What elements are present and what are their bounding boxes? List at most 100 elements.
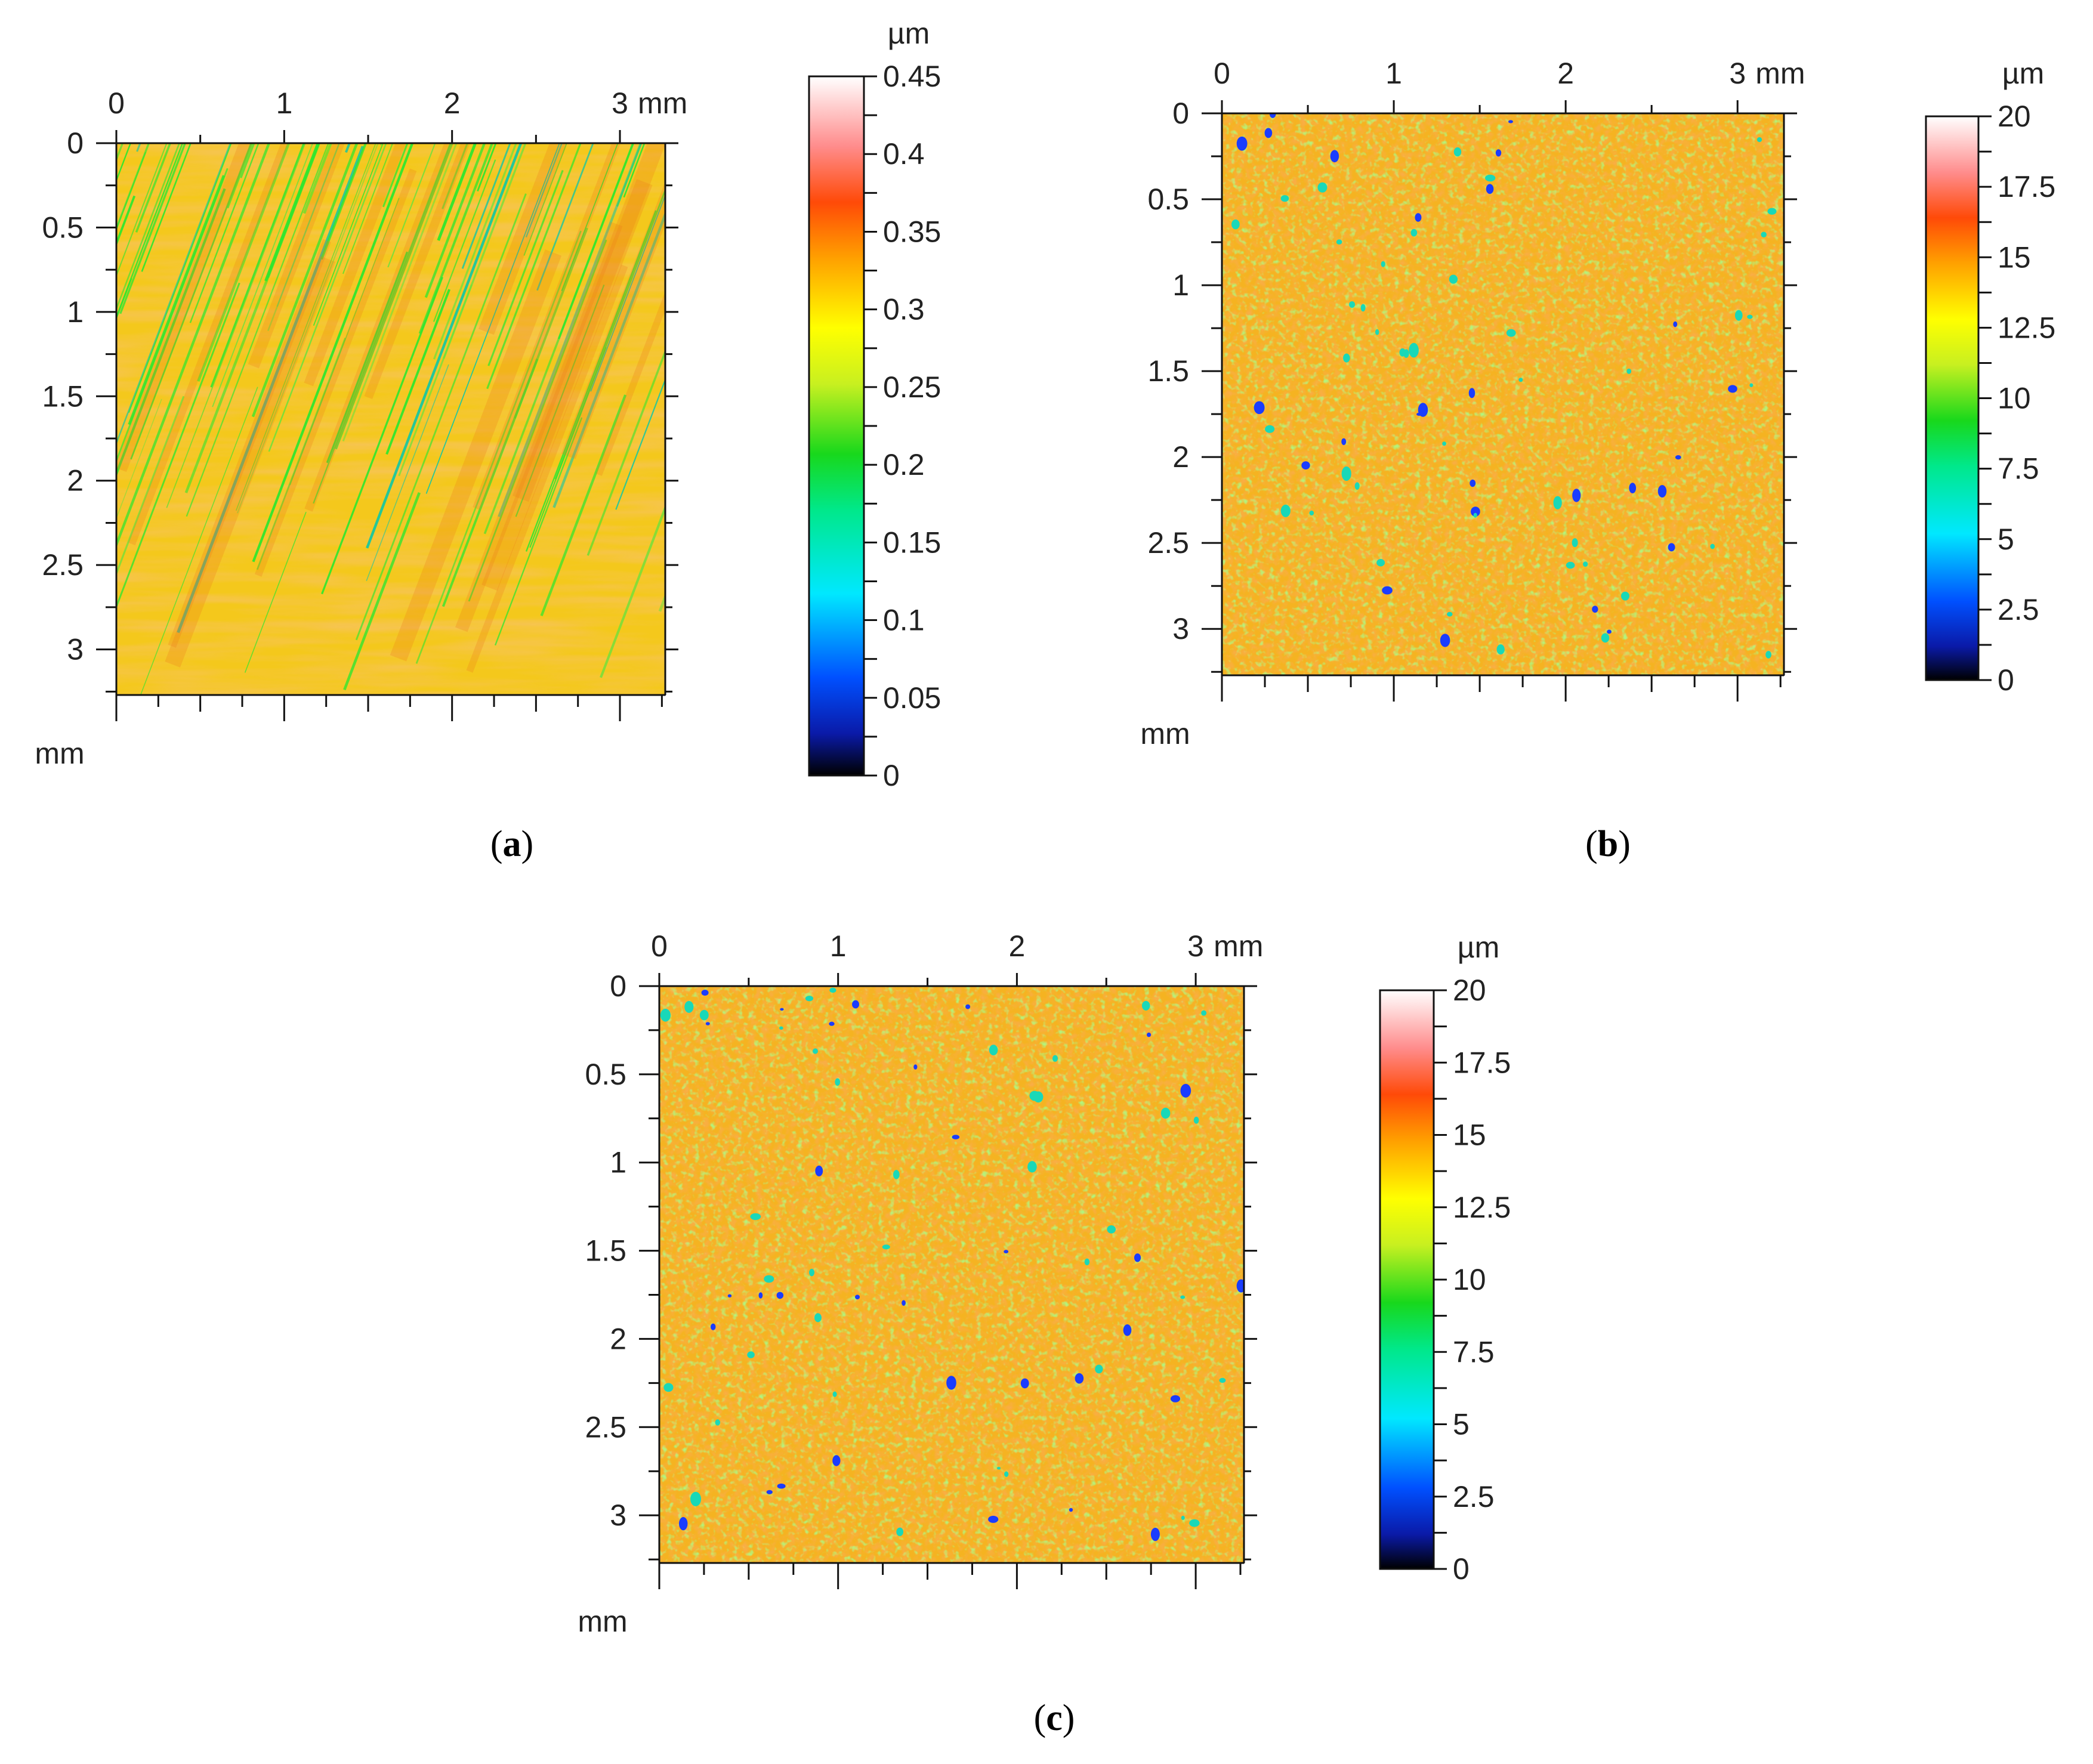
y-tick-label: 3 (1172, 612, 1189, 645)
pit (1657, 484, 1667, 498)
pit (699, 1009, 709, 1021)
pit (805, 996, 814, 1002)
pit (1728, 385, 1737, 393)
scratch-line (116, 143, 271, 549)
colorbar-tick-label: 0 (1998, 663, 2014, 697)
colorbar-tick-label: 17.5 (1998, 170, 2055, 203)
x-axis-unit: mm (1214, 929, 1263, 963)
colorbar-c: µm 20 17.5 15 12.5 10 7.5 5 2.5 0 (1379, 931, 1511, 1586)
colorbar-tick-label: 2.5 (1998, 593, 2039, 626)
colorbar-tick-label: 17.5 (1453, 1046, 1511, 1079)
scratch-line (313, 143, 384, 326)
orange-streak (165, 256, 335, 668)
pit (1761, 231, 1767, 238)
pit (1673, 321, 1678, 328)
colorbar-unit: µm (2002, 57, 2044, 90)
colorbar-b: µm 20 17.5 15 12.5 10 7.5 5 2.5 0 (1925, 57, 2055, 697)
colorbar-tick-label: 10 (1453, 1263, 1486, 1296)
pit (1317, 182, 1328, 193)
orange-streak (304, 143, 406, 387)
scratch-line (128, 175, 226, 425)
pit (1134, 1253, 1141, 1262)
pit (1453, 147, 1462, 157)
pit (1219, 1377, 1226, 1383)
pit (1360, 304, 1366, 312)
scratch-line (256, 338, 346, 570)
pit (1440, 634, 1450, 647)
x-axis-b: 0 1 2 3 mm (1214, 57, 1805, 702)
colorbar-tick-label: 12.5 (1453, 1191, 1511, 1224)
pit (1309, 510, 1314, 516)
x-axis-c: 0 1 2 3 mm (651, 929, 1263, 1589)
scratch-line (494, 417, 583, 646)
pit (1020, 1378, 1029, 1389)
colorbar-tick-label: 20 (1453, 974, 1486, 1007)
pit (1354, 482, 1360, 490)
orange-streak (116, 143, 252, 472)
scratch-line (236, 143, 376, 511)
pit (815, 1165, 823, 1176)
colorbar-tick-label: 0.1 (883, 604, 925, 637)
pit (1146, 1032, 1152, 1037)
pit (989, 1045, 998, 1056)
pit (690, 1491, 702, 1506)
scratch-line (0, 0, 119, 317)
pit (1626, 368, 1632, 374)
pit (715, 1419, 721, 1426)
pit (1518, 378, 1523, 382)
scratch-line (586, 348, 665, 556)
pit (1473, 512, 1477, 518)
pit (684, 1000, 694, 1013)
pit (1496, 644, 1505, 655)
colorbar-tick-label: 0.35 (883, 215, 941, 248)
y-tick-label: 1 (1172, 268, 1189, 302)
scratch-line (486, 143, 582, 390)
scratch-line (267, 143, 341, 331)
pit (1553, 496, 1562, 509)
scratch-line (326, 251, 408, 464)
scratch-line (289, 197, 400, 486)
y-tick-label: 3 (610, 1499, 626, 1532)
pit (1189, 1519, 1200, 1527)
scratch-line (529, 347, 607, 548)
scratch-line (487, 169, 564, 366)
scratch-line (590, 193, 665, 392)
orange-streak (168, 239, 331, 648)
pit (1107, 1225, 1116, 1234)
y-tick-label: 1 (610, 1146, 626, 1179)
y-axis-c: 0 0.5 1 1.5 2 2.5 3 mm (578, 969, 1257, 1638)
scratch-line (366, 364, 449, 582)
pit (1601, 633, 1610, 643)
scratch-line (561, 143, 619, 292)
pit (710, 1323, 716, 1330)
pit (764, 1275, 774, 1283)
heatmap-texture (1222, 113, 1784, 675)
scratch-line (468, 239, 607, 602)
pit (1254, 401, 1265, 415)
scratch-line (116, 143, 132, 183)
scratch-line (366, 143, 523, 549)
pit (882, 1244, 890, 1250)
orange-streak (466, 264, 628, 673)
scratch-line (692, 0, 896, 172)
scratch-line (136, 143, 141, 152)
pit (727, 1294, 732, 1297)
y-axis-b: 0 0.5 1 1.5 2 2.5 3 mm (1140, 97, 1797, 750)
x-axis-unit: mm (638, 86, 687, 120)
pit (1749, 383, 1754, 387)
pit (1095, 1364, 1103, 1374)
heatmap-c (659, 986, 1245, 1564)
pit (1572, 538, 1578, 548)
pit (1341, 438, 1347, 446)
pit (1675, 455, 1681, 460)
pit (809, 1268, 815, 1277)
pit (1756, 137, 1762, 143)
y-axis-unit: mm (578, 1605, 627, 1638)
pit (750, 1213, 761, 1221)
pit (1265, 425, 1275, 433)
scratch-line (177, 146, 365, 634)
pit (1572, 489, 1581, 502)
pit (1668, 543, 1675, 552)
y-tick-label: 1.5 (1147, 354, 1189, 388)
pit (1343, 353, 1350, 363)
